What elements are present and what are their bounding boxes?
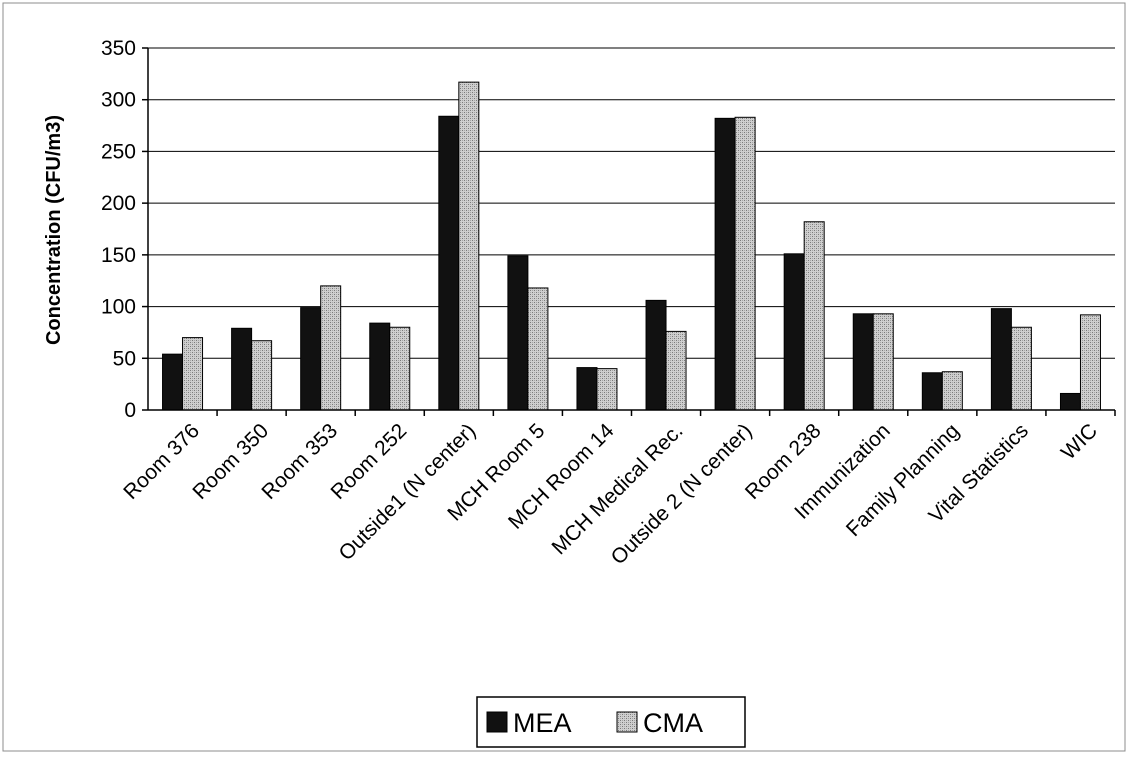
y-tick-label: 250 bbox=[101, 140, 136, 163]
bar-mea bbox=[162, 353, 184, 411]
bar-cma bbox=[320, 285, 342, 411]
bar-cma bbox=[389, 326, 411, 411]
bar-cma bbox=[1010, 326, 1032, 411]
bar-cma bbox=[182, 337, 204, 411]
axes bbox=[142, 47, 1116, 416]
legend: MEA CMA bbox=[476, 696, 746, 748]
legend-swatch-mea bbox=[486, 711, 508, 733]
bar-cma bbox=[665, 330, 687, 411]
bar-mea bbox=[714, 117, 736, 411]
y-axis-title: Concentration (CFU/m3) bbox=[43, 115, 65, 345]
bar-mea bbox=[369, 322, 391, 411]
y-tick-label: 50 bbox=[113, 347, 136, 370]
bar-cma bbox=[251, 340, 273, 411]
bar-mea bbox=[852, 313, 874, 411]
bar-cma bbox=[803, 221, 825, 411]
bar-cma bbox=[527, 287, 549, 411]
bar-mea bbox=[507, 255, 529, 411]
bar-mea bbox=[921, 372, 943, 411]
y-tick-label: 150 bbox=[101, 244, 136, 267]
bar-mea bbox=[576, 367, 598, 411]
y-tick-label: 300 bbox=[101, 89, 136, 112]
bar-cma bbox=[458, 81, 480, 411]
bar-mea bbox=[783, 253, 805, 411]
bar-mea bbox=[645, 299, 667, 411]
y-tick-label: 100 bbox=[101, 296, 136, 319]
bar-cma bbox=[596, 368, 618, 411]
bars bbox=[162, 81, 1101, 411]
y-tick-label: 0 bbox=[124, 399, 136, 422]
bar-mea bbox=[300, 307, 322, 411]
bar-mea bbox=[438, 115, 460, 411]
bar-cma bbox=[734, 116, 756, 411]
legend-box bbox=[476, 696, 746, 748]
y-tick-label: 350 bbox=[101, 37, 136, 60]
bar-mea bbox=[990, 308, 1012, 411]
legend-swatch-cma bbox=[616, 711, 638, 733]
y-tick-label: 200 bbox=[101, 192, 136, 215]
bar-cma bbox=[872, 313, 894, 411]
legend-label-cma: CMA bbox=[643, 708, 703, 738]
bar-cma bbox=[1079, 314, 1101, 411]
legend-label-mea: MEA bbox=[513, 708, 572, 738]
bar-cma bbox=[941, 371, 963, 411]
bar-mea bbox=[1059, 392, 1081, 411]
bar-mea bbox=[231, 327, 253, 411]
